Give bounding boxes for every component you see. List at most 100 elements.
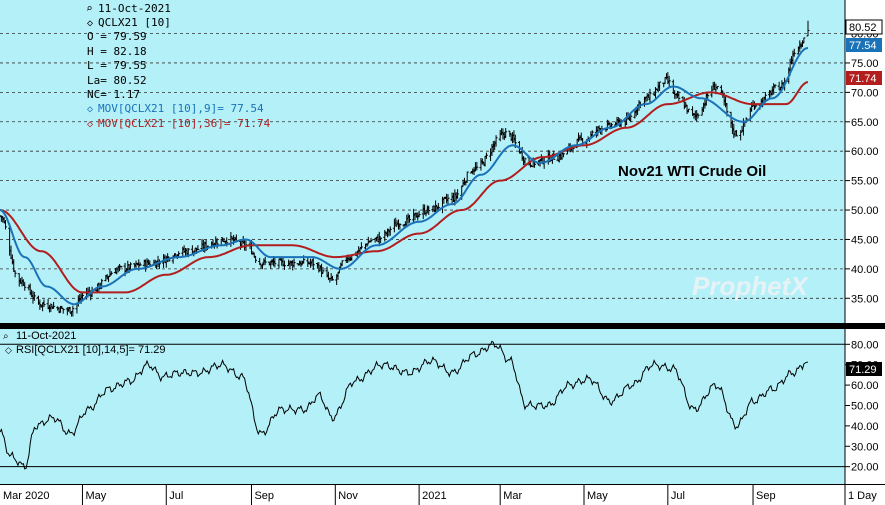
ma-slow-flag-label: 71.74 [849, 73, 877, 85]
rsi-axis-tick-label: 50.00 [851, 400, 879, 412]
ohlc-bar [331, 275, 335, 281]
ohlc-bar [369, 237, 373, 243]
rsi-info-date: 11-Oct-2021 [16, 330, 76, 342]
ohlc-bar [398, 223, 402, 230]
rsi-axis-tick-label: 20.00 [851, 462, 879, 474]
ohlc-bar [196, 245, 200, 250]
ohlc-bar [386, 228, 390, 238]
ohlc-bar [379, 237, 383, 244]
time-axis-label: May [85, 490, 106, 502]
rsi-magnifier-icon[interactable]: ⌕ [3, 331, 9, 342]
ohlc-bar [80, 292, 84, 301]
ohlc-bar [138, 262, 142, 266]
ohlc-bar [42, 299, 46, 308]
ohlc-bar [71, 305, 75, 317]
price-axis-tick-label: 40.00 [851, 264, 879, 276]
ohlc-bar [427, 205, 431, 215]
ohlc-bar [23, 281, 27, 291]
ohlc-bar [263, 256, 267, 265]
time-axis-label: Mar 2020 [3, 490, 49, 502]
ohlc-bar [465, 171, 469, 183]
ohlc-bar [417, 210, 421, 218]
info-low: L = 79.55 [87, 59, 147, 72]
ohlc-bar [773, 84, 777, 89]
last-price-flag: 80.52 [845, 19, 883, 35]
rsi-diamond-icon: ◇ [5, 345, 12, 355]
ohlc-bar [254, 255, 258, 263]
ohlc-bar [480, 158, 484, 165]
rsi-line [0, 340, 809, 470]
ohlc-bar [52, 301, 56, 309]
time-axis-label: Jul [169, 490, 183, 502]
time-axis-label: Nov [338, 490, 358, 502]
time-axis-label: Sep [756, 490, 776, 502]
last-price-flag-label: 80.52 [849, 22, 877, 34]
ohlc-bar [523, 157, 527, 166]
ohlc-bar [13, 270, 17, 278]
rsi-last-flag: 71.29 [846, 362, 882, 376]
ohlc-bar [407, 214, 411, 223]
rsi-axis-background [845, 329, 885, 484]
info-ma-slow: MOV[QCLX21 [10],36]= 71.74 [98, 117, 271, 130]
price-axis-tick-label: 50.00 [851, 205, 879, 217]
time-axis-label: May [587, 490, 608, 502]
rsi-panel-background [0, 329, 845, 484]
rsi-axis-tick-label: 40.00 [851, 421, 879, 433]
price-axis-tick-label: 45.00 [851, 234, 879, 246]
ohlc-bar [49, 303, 53, 313]
ohlc-bar [148, 260, 152, 266]
price-axis-tick-label: 60.00 [851, 146, 879, 158]
ohlc-bar [292, 258, 296, 268]
ohlc-bar [311, 256, 315, 270]
info-high: H = 82.18 [87, 45, 147, 58]
time-axis: Mar 2020 May Jul Sep Nov 2021 Mar May Jul Sep [3, 485, 846, 505]
ma-fast-diamond-icon: ◇ [87, 104, 93, 115]
ohlc-bar [32, 291, 36, 301]
info-open: O = 79.59 [87, 30, 147, 43]
ma-slow-flag: 71.74 [846, 71, 882, 85]
period-label[interactable]: 1 Day [848, 490, 877, 502]
ohlc-bar [359, 242, 363, 250]
ohlc-bar [802, 37, 806, 43]
time-axis-label: Mar [503, 490, 522, 502]
ma-slow-diamond-icon: ◇ [87, 119, 93, 130]
ohlc-bar [475, 161, 479, 171]
time-axis-label: Sep [254, 490, 274, 502]
price-info-panel: ⌕ 11-Oct-2021 ◇ QCLX21 [10] O = 79.59 H … [86, 2, 271, 130]
time-axis-label: 2021 [422, 490, 446, 502]
price-axis-tick-label: 75.00 [851, 58, 879, 70]
ohlc-bar [504, 128, 508, 139]
price-axis-tick-label: 70.00 [851, 87, 879, 99]
info-net-change: NC= 1.17 [87, 88, 140, 101]
ohlc-bar [806, 20, 810, 37]
rsi-grid [0, 343, 845, 468]
ma-fast-flag: 77.54 [846, 38, 882, 52]
price-axis-tick-label: 35.00 [851, 293, 879, 305]
magnifier-icon[interactable]: ⌕ [86, 2, 93, 15]
ohlc-bar [648, 88, 652, 103]
rsi-last-flag-label: 71.29 [849, 364, 877, 376]
ohlc-bar [696, 113, 700, 119]
rsi-axis-tick-label: 80.00 [851, 339, 879, 351]
ohlc-bar [109, 271, 113, 276]
ma-fast-flag-label: 77.54 [849, 40, 877, 52]
ohlc-bar [754, 104, 758, 108]
price-axis-tick-label: 55.00 [851, 176, 879, 188]
ohlc-bar [715, 85, 719, 90]
symbol-diamond-icon: ◇ [87, 18, 93, 29]
ohlc-bar [129, 262, 133, 271]
ohlc-bar [801, 40, 805, 48]
ohlc-bar [494, 135, 498, 147]
panel-separator [0, 323, 885, 329]
ohlc-bar [456, 189, 460, 199]
price-axis-tick-label: 65.00 [851, 117, 879, 129]
ma-fast-line [0, 47, 809, 306]
ohlc-bar [273, 257, 277, 268]
ohlc-bar [215, 238, 219, 249]
info-ma-fast: MOV[QCLX21 [10],9]= 77.54 [98, 102, 264, 115]
ma-slow-line [0, 81, 809, 294]
ohlc-bar [61, 308, 65, 314]
ohlc-bar [561, 153, 565, 158]
ohlc-bar [340, 260, 344, 267]
